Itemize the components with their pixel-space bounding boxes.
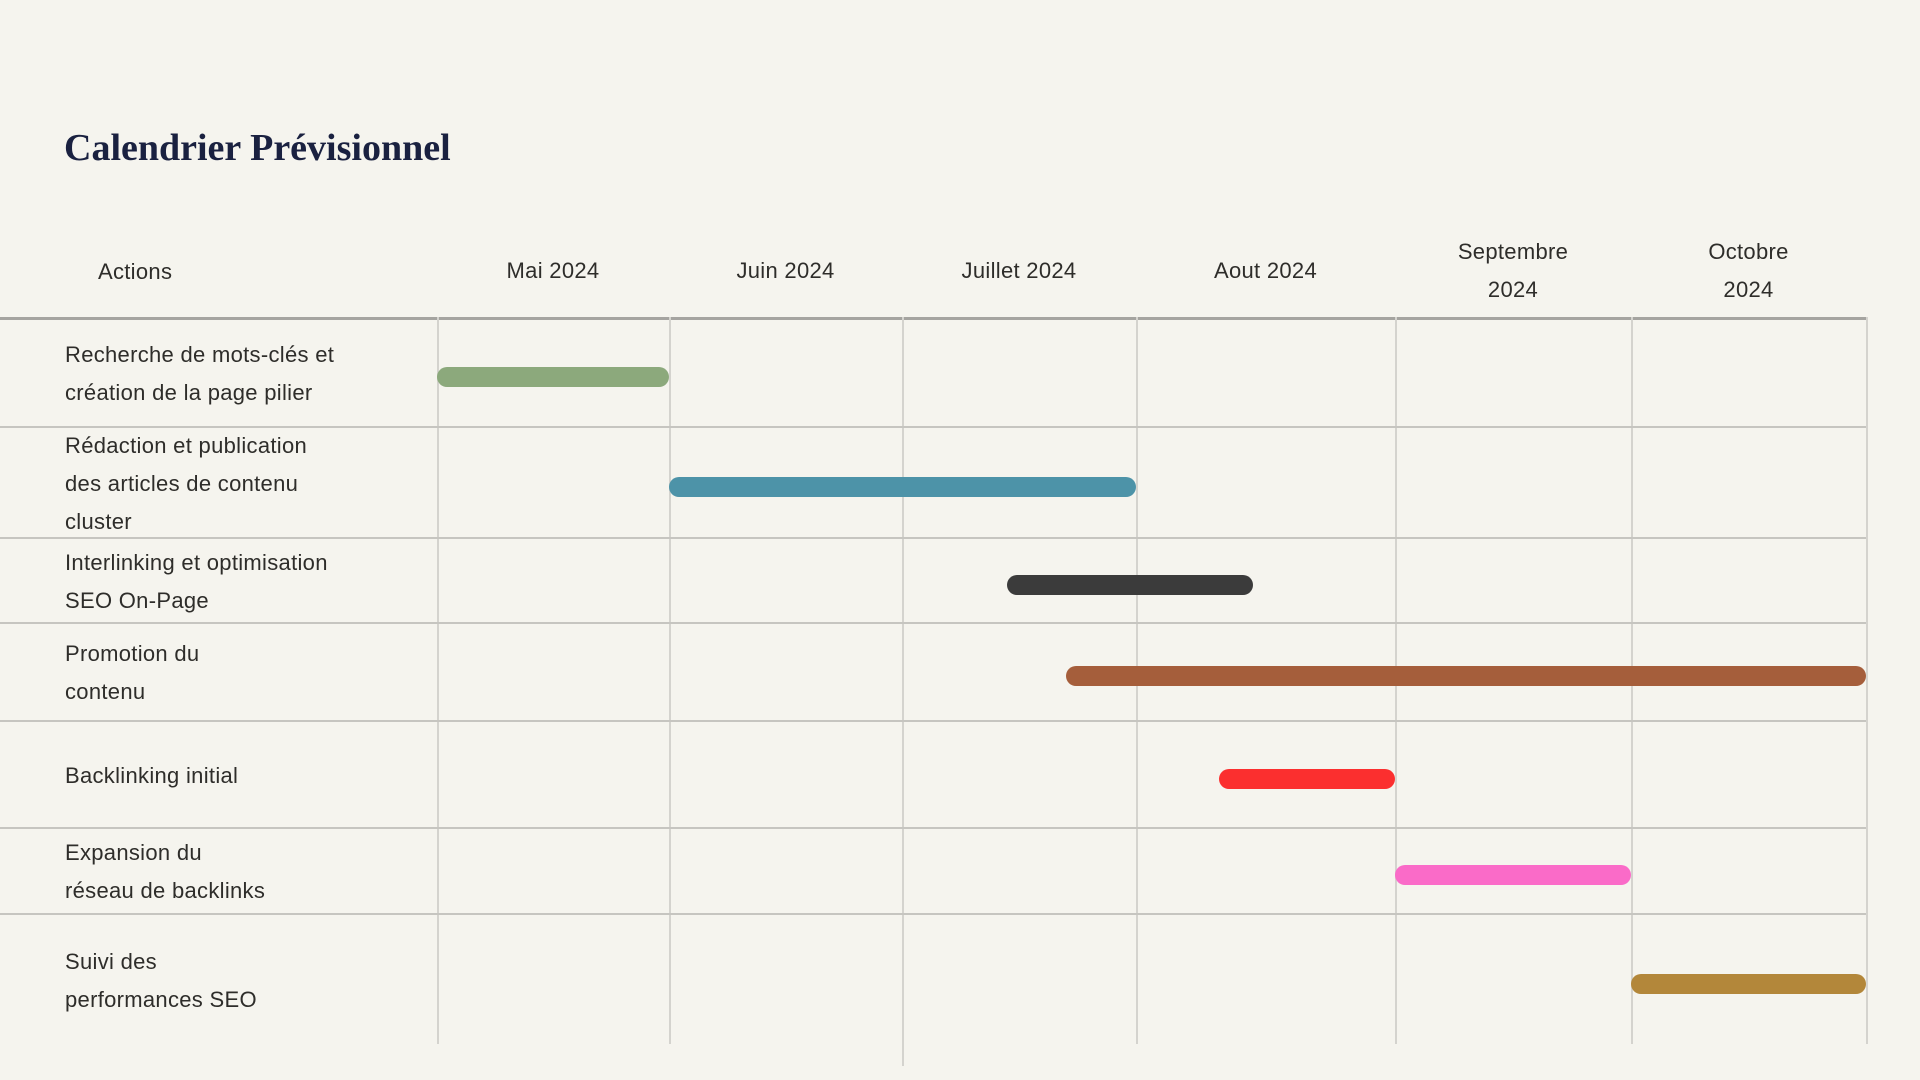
month-header-5: Septembre 2024 [1383, 233, 1643, 309]
task-label: Rédaction et publication des articles de … [65, 427, 307, 541]
task-label-line: Suivi des [65, 948, 157, 974]
row-divider [0, 827, 1866, 829]
month-header-line: Aout 2024 [1213, 258, 1317, 283]
task-label: Suivi des performances SEO [65, 943, 257, 1019]
task-bar [1218, 768, 1395, 789]
month-header-1: Mai 2024 [423, 252, 683, 290]
month-header-line: 2024 [1723, 277, 1774, 302]
task-label-line: Expansion du [65, 840, 202, 865]
gridline-vertical [437, 317, 439, 1044]
task-bar [669, 476, 1136, 497]
task-label-line: Rédaction et publication [65, 432, 308, 458]
task-bar [1395, 865, 1631, 885]
chart-title: Calendrier Prévisionnel [64, 127, 451, 169]
row-divider [0, 913, 1866, 915]
row-divider [0, 720, 1866, 722]
gantt-chart: Actions Mai 2024 Juin 2024 Juillet 2024 Aou… [0, 200, 1920, 1080]
row-divider [0, 622, 1866, 624]
month-header-line: Septembre [1457, 239, 1569, 264]
task-label-line: performances SEO [65, 986, 257, 1012]
task-label-line: contenu [65, 679, 146, 704]
task-label-line: réseau de backlinks [65, 878, 266, 903]
task-label-line: Interlinking et optimisation [65, 549, 328, 575]
task-label-line: SEO On-Page [65, 587, 209, 613]
task-label: Promotion du contenu [65, 635, 199, 711]
task-label-line: des articles de contenu [65, 470, 299, 496]
row-divider [0, 426, 1866, 428]
task-label-line: Backlinking initial [65, 762, 239, 788]
month-header-2: Juin 2024 [656, 252, 916, 290]
task-label: Expansion du réseau de backlinks [65, 834, 265, 910]
month-header-3: Juillet 2024 [889, 252, 1149, 290]
month-header-line: Juin 2024 [736, 258, 835, 283]
header-rule [0, 317, 1866, 320]
task-label: Interlinking et optimisation SEO On-Page [65, 544, 328, 620]
month-header-line: Octobre [1708, 239, 1789, 264]
task-bar [1065, 666, 1866, 686]
task-label-line: cluster [65, 508, 132, 534]
task-bar [1631, 973, 1866, 994]
gridline-vertical [1866, 317, 1868, 1044]
row-divider [0, 537, 1866, 539]
actions-column-header: Actions [98, 259, 173, 284]
gridline-vertical [669, 317, 671, 1044]
month-header-line: Mai 2024 [506, 258, 600, 283]
month-header-6: Octobre 2024 [1619, 233, 1879, 309]
gridline-vertical [902, 317, 904, 1066]
month-header-4: Aout 2024 [1136, 252, 1396, 290]
task-label-line: Promotion du [65, 641, 200, 666]
task-label: Backlinking initial [65, 757, 238, 795]
task-label: Recherche de mots-clés et création de la … [65, 336, 334, 412]
month-header-line: 2024 [1487, 277, 1539, 302]
task-bar [437, 366, 669, 387]
task-label-line: création de la page pilier [65, 379, 313, 405]
month-header-line: Juillet 2024 [961, 258, 1077, 283]
task-label-line: Recherche de mots-clés et [65, 341, 335, 367]
task-bar [1007, 574, 1253, 595]
